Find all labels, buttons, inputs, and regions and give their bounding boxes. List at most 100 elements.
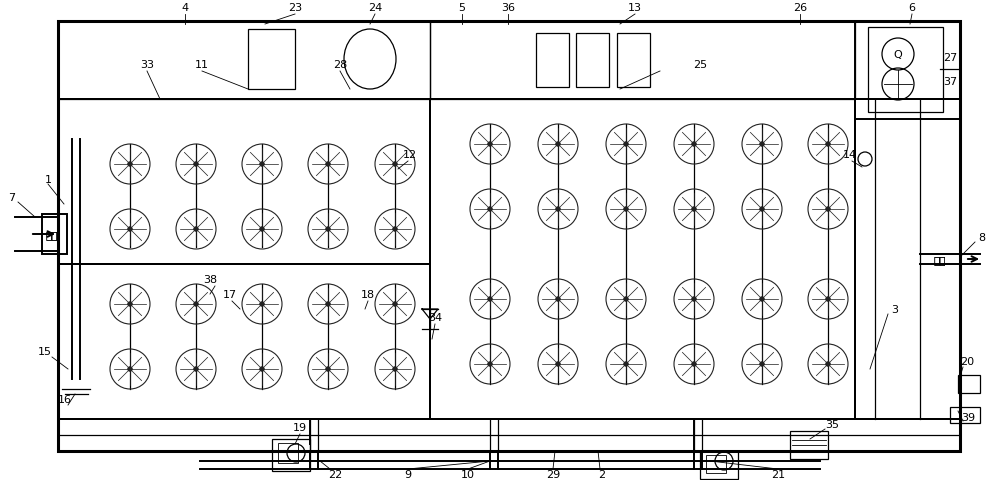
Text: 20: 20	[960, 356, 974, 366]
Circle shape	[393, 227, 397, 232]
Circle shape	[556, 297, 560, 302]
Text: 出水: 出水	[934, 254, 946, 264]
Bar	[248, 30, 295, 90]
Bar	[868, 28, 943, 113]
Circle shape	[826, 207, 830, 212]
Text: 13: 13	[628, 3, 642, 13]
Text: 6: 6	[908, 3, 916, 13]
Text: 33: 33	[140, 60, 154, 70]
Circle shape	[260, 302, 264, 307]
Text: 25: 25	[693, 60, 707, 70]
Bar	[272, 439, 310, 471]
Bar	[58, 264, 430, 419]
Bar	[536, 34, 569, 88]
Circle shape	[326, 302, 330, 307]
Text: 37: 37	[943, 77, 957, 87]
Circle shape	[488, 142, 492, 147]
Circle shape	[488, 207, 492, 212]
Circle shape	[128, 162, 132, 167]
Bar	[576, 34, 609, 88]
Text: 26: 26	[793, 3, 807, 13]
Circle shape	[692, 297, 696, 302]
Circle shape	[260, 367, 264, 372]
Bar	[58, 22, 960, 100]
Bar	[950, 407, 980, 423]
Text: 16: 16	[58, 394, 72, 404]
Text: 8: 8	[978, 232, 986, 242]
Text: 2: 2	[598, 469, 606, 479]
Text: 24: 24	[368, 3, 382, 13]
Circle shape	[556, 142, 560, 147]
Text: 36: 36	[501, 3, 515, 13]
Circle shape	[393, 302, 397, 307]
Circle shape	[624, 362, 628, 367]
Circle shape	[826, 297, 830, 302]
Circle shape	[760, 142, 764, 147]
Bar	[58, 100, 430, 264]
Circle shape	[194, 162, 198, 167]
Text: 19: 19	[293, 422, 307, 432]
Text: 7: 7	[8, 192, 16, 203]
Text: Q: Q	[894, 50, 902, 60]
Bar	[58, 419, 960, 451]
Circle shape	[488, 362, 492, 367]
Circle shape	[760, 207, 764, 212]
Circle shape	[692, 362, 696, 367]
Circle shape	[692, 142, 696, 147]
Text: 15: 15	[38, 346, 52, 356]
Bar	[706, 455, 726, 473]
Circle shape	[826, 362, 830, 367]
Text: 34: 34	[428, 312, 442, 323]
Circle shape	[194, 227, 198, 232]
Text: 29: 29	[546, 469, 560, 479]
Text: 23: 23	[288, 3, 302, 13]
Bar	[855, 100, 960, 419]
Text: 28: 28	[333, 60, 347, 70]
Circle shape	[692, 207, 696, 212]
Circle shape	[393, 162, 397, 167]
Circle shape	[488, 297, 492, 302]
Circle shape	[128, 302, 132, 307]
Text: 38: 38	[203, 275, 217, 285]
Circle shape	[393, 367, 397, 372]
Bar	[42, 215, 67, 254]
Circle shape	[128, 227, 132, 232]
Circle shape	[326, 162, 330, 167]
Bar	[790, 431, 828, 459]
Text: 11: 11	[195, 60, 209, 70]
Text: 9: 9	[404, 469, 412, 479]
Text: 出水: 出水	[934, 254, 946, 264]
Circle shape	[260, 162, 264, 167]
Text: 35: 35	[825, 419, 839, 429]
Circle shape	[128, 367, 132, 372]
Bar	[430, 22, 855, 100]
Circle shape	[760, 297, 764, 302]
Circle shape	[624, 297, 628, 302]
Circle shape	[194, 367, 198, 372]
Text: 1: 1	[45, 175, 52, 185]
Text: 22: 22	[328, 469, 342, 479]
Circle shape	[326, 367, 330, 372]
Circle shape	[760, 362, 764, 367]
Text: 27: 27	[943, 53, 957, 63]
Text: 5: 5	[459, 3, 466, 13]
Bar	[430, 100, 855, 419]
Text: 18: 18	[361, 289, 375, 300]
Circle shape	[624, 207, 628, 212]
Bar	[58, 22, 430, 100]
Text: 14: 14	[843, 150, 857, 160]
Text: 17: 17	[223, 289, 237, 300]
Text: 21: 21	[771, 469, 785, 479]
Bar	[855, 22, 960, 120]
Circle shape	[260, 227, 264, 232]
Bar	[617, 34, 650, 88]
Circle shape	[194, 302, 198, 307]
Text: 12: 12	[403, 150, 417, 160]
Bar	[700, 451, 738, 479]
Circle shape	[556, 362, 560, 367]
Text: 10: 10	[461, 469, 475, 479]
Text: 进水: 进水	[46, 229, 58, 240]
Text: 3: 3	[892, 304, 898, 314]
Bar	[58, 22, 960, 451]
Circle shape	[326, 227, 330, 232]
